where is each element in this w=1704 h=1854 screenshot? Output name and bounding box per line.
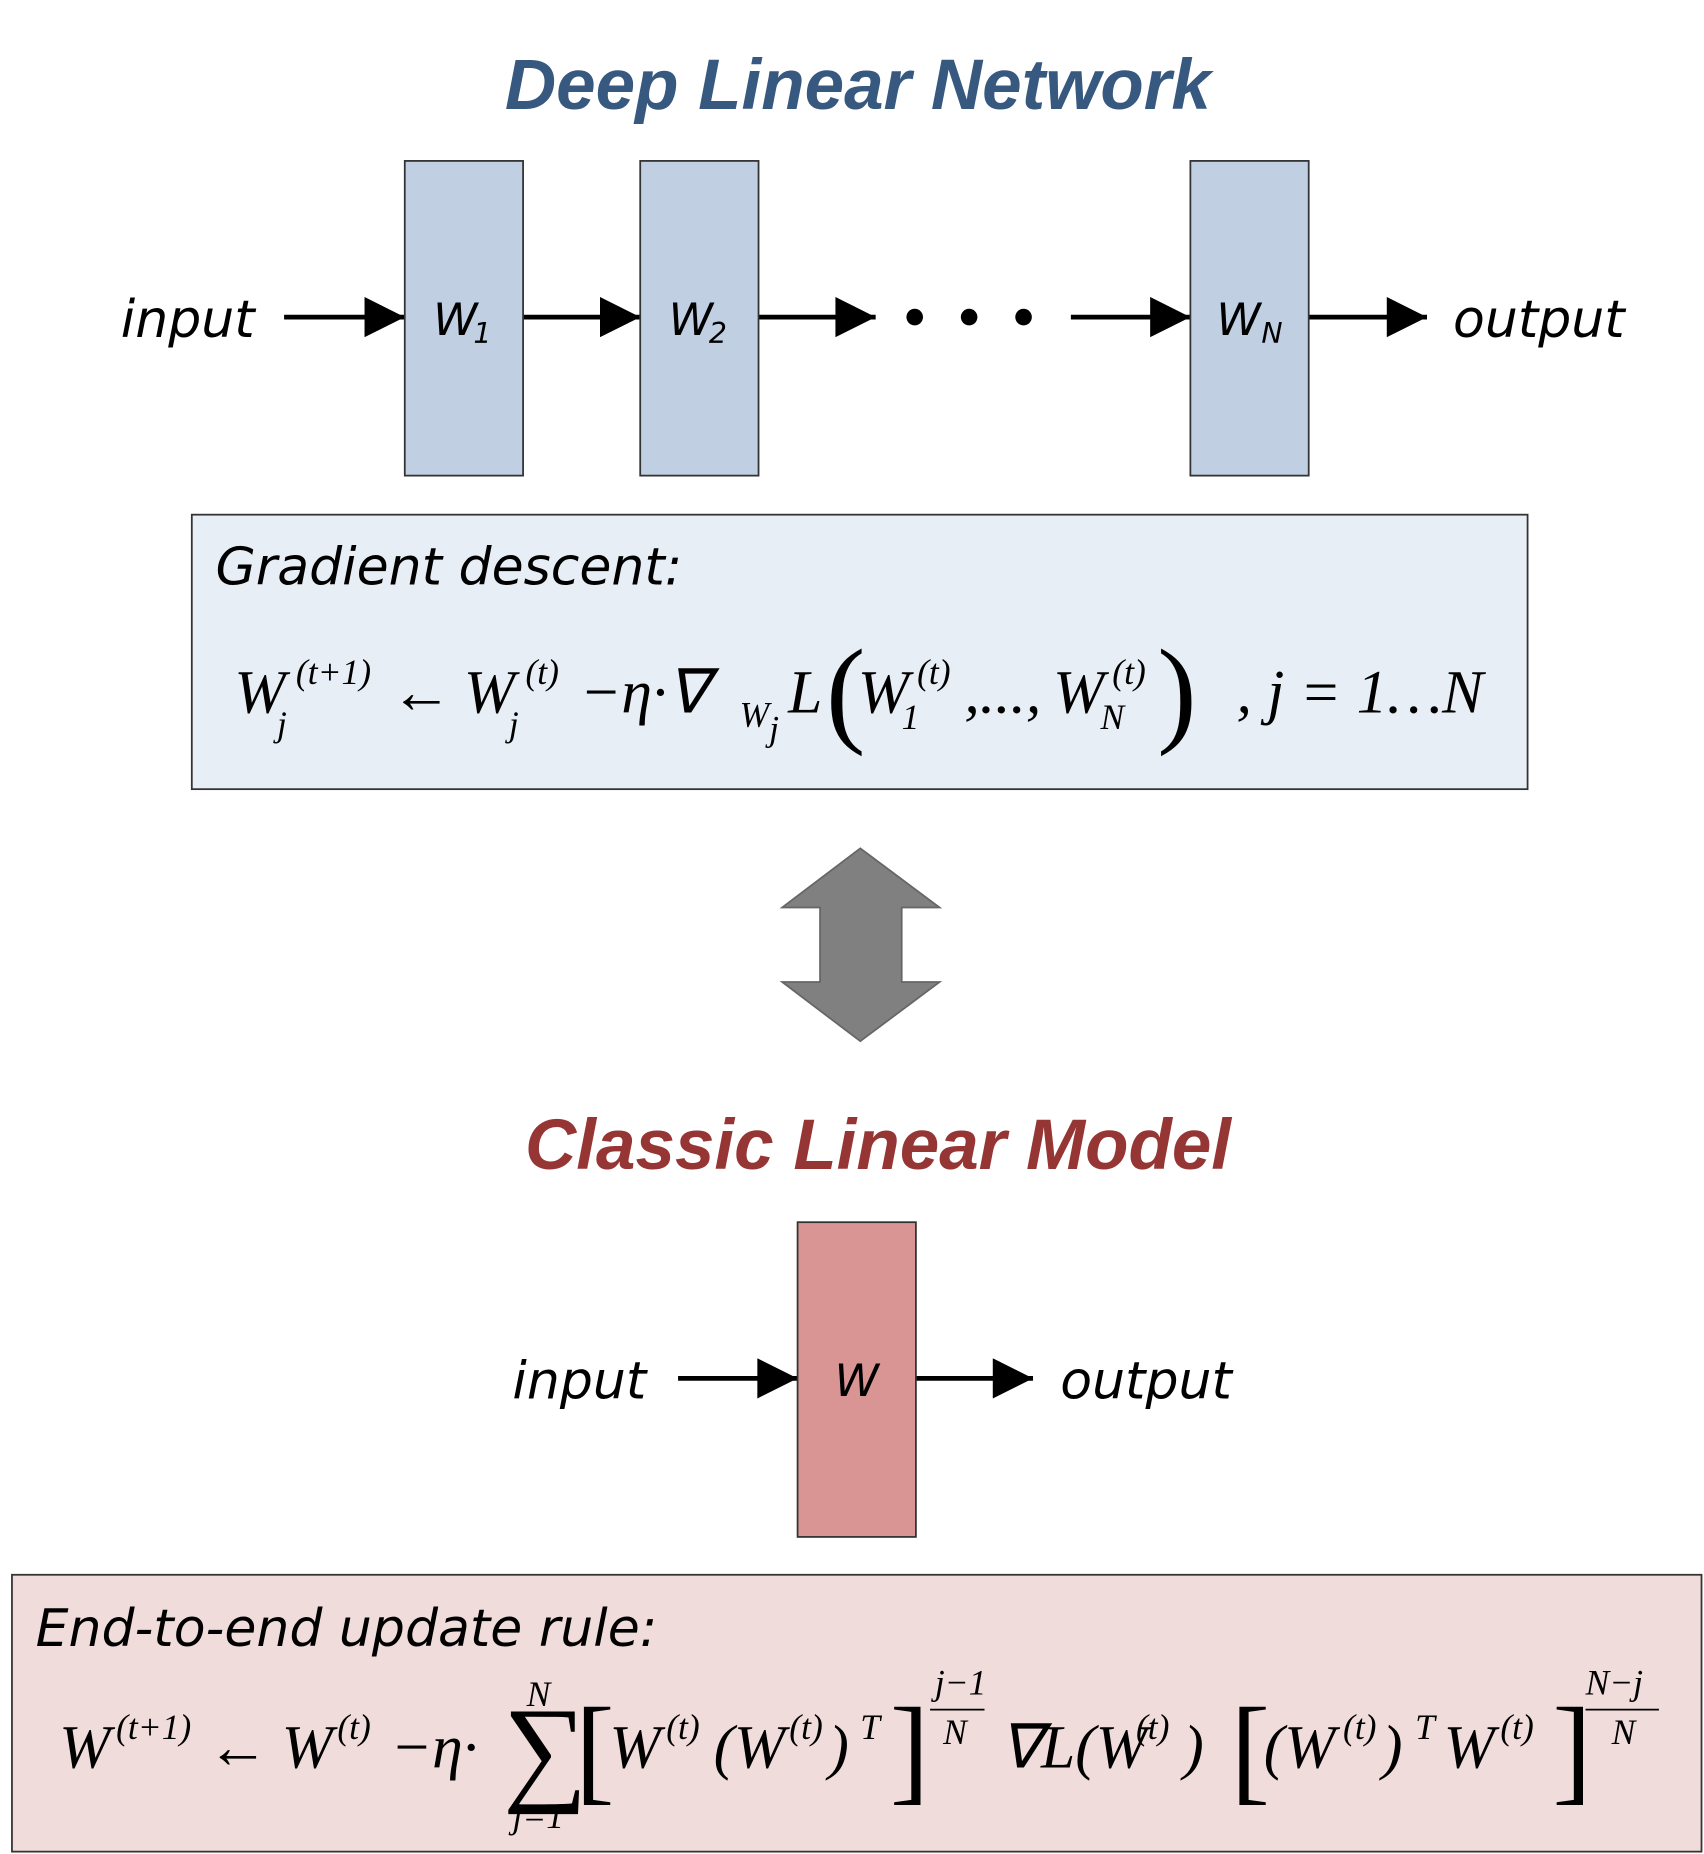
formula-token: (t) bbox=[525, 652, 559, 692]
formula-token: N bbox=[942, 1712, 969, 1752]
formula-token: W bbox=[282, 1714, 338, 1782]
formula-token: (t) bbox=[337, 1707, 371, 1747]
box-label: Gradient descent: bbox=[215, 537, 682, 597]
formula-token: ∇L(W bbox=[1000, 1714, 1152, 1782]
layers bbox=[403, 160, 1310, 477]
formula-token: j bbox=[765, 709, 779, 749]
arrows bbox=[284, 296, 1428, 1399]
title: Deep Linear Network bbox=[505, 46, 1214, 125]
formula-token: ) bbox=[825, 1714, 849, 1782]
double-arrow bbox=[779, 847, 943, 1043]
formula-token: N bbox=[1099, 697, 1126, 737]
layer-sub: N bbox=[1261, 317, 1282, 350]
layer-label: W bbox=[1216, 293, 1262, 346]
formula-token: ∑ bbox=[503, 1684, 587, 1815]
layer-label: W bbox=[835, 1354, 881, 1407]
formula-token: (t) bbox=[1136, 1707, 1170, 1747]
formula-token: T bbox=[860, 1707, 882, 1747]
formula-token: ( bbox=[826, 626, 865, 757]
formula-token: (t) bbox=[1500, 1707, 1534, 1747]
layer-label: W bbox=[433, 293, 479, 346]
formula-token: N−j bbox=[1585, 1662, 1643, 1702]
formula-token: −η· bbox=[391, 1714, 478, 1782]
formula-token: (t) bbox=[1112, 652, 1146, 692]
update-formula: W (t+1) ← W (t) −η· ∑Nj=1[W (t) (W (t)) T]j−1N ∇L(W… bbox=[59, 1662, 1643, 1836]
formula-token: W bbox=[609, 1714, 665, 1782]
update-box bbox=[11, 1573, 1703, 1853]
input-label: input bbox=[121, 290, 257, 350]
formula-token: j bbox=[505, 704, 519, 744]
formula-token: N bbox=[1611, 1712, 1638, 1752]
ellipsis bbox=[906, 308, 1032, 326]
formula-token: ] bbox=[890, 1684, 929, 1815]
formula-token: (t) bbox=[917, 652, 951, 692]
formula-token: W bbox=[740, 694, 773, 734]
formula-token: ← bbox=[391, 658, 453, 726]
formula-token: [ bbox=[575, 1684, 614, 1815]
formula-token: W bbox=[59, 1714, 115, 1782]
formula-token: ) bbox=[1379, 1714, 1403, 1782]
formula-token: ) bbox=[1157, 626, 1196, 757]
formula-token: 1 bbox=[902, 697, 920, 737]
formula-token: ) bbox=[1180, 1714, 1204, 1782]
formula-token: N bbox=[526, 1674, 553, 1714]
output-label: output bbox=[1060, 1351, 1234, 1411]
formula-token: W bbox=[464, 658, 520, 726]
formula-token: (t+1) bbox=[296, 652, 371, 692]
formula-token: j bbox=[273, 704, 287, 744]
formula-token: W bbox=[1053, 658, 1109, 726]
formula-token: (t) bbox=[789, 1707, 823, 1747]
formula-token: [ bbox=[1231, 1684, 1270, 1815]
output-label: output bbox=[1453, 290, 1627, 350]
formula-token: ← bbox=[207, 1714, 269, 1782]
formula-token: (t+1) bbox=[116, 1707, 191, 1747]
formula-token: T bbox=[1415, 1707, 1437, 1747]
formula-token: (W bbox=[714, 1714, 790, 1782]
formula-token: j−1 bbox=[931, 1662, 987, 1702]
formula-token: W bbox=[858, 658, 914, 726]
formula-token: (W bbox=[1264, 1714, 1340, 1782]
layer bbox=[796, 1221, 917, 1538]
formula-token: W bbox=[234, 658, 290, 726]
formula-token: ] bbox=[1552, 1684, 1591, 1815]
formula-token: W bbox=[1444, 1714, 1500, 1782]
formula-token: L bbox=[787, 658, 822, 726]
formula-token: j=1 bbox=[508, 1796, 564, 1836]
box-label: End-to-end update rule: bbox=[36, 1599, 658, 1659]
layer-sub: 1 bbox=[473, 317, 491, 350]
formula-token: , j = 1…N bbox=[1237, 658, 1487, 726]
formula-token: −η·∇ bbox=[580, 658, 720, 726]
input-label: input bbox=[512, 1351, 648, 1411]
formula-token: ,..., bbox=[964, 658, 1041, 726]
formula-token: (t) bbox=[666, 1707, 700, 1747]
title: Classic Linear Model bbox=[525, 1106, 1232, 1185]
layer-sub: 2 bbox=[709, 317, 727, 350]
formula-token: (t) bbox=[1343, 1707, 1377, 1747]
gradient-box bbox=[190, 513, 1529, 791]
layer-label: W bbox=[669, 293, 715, 346]
